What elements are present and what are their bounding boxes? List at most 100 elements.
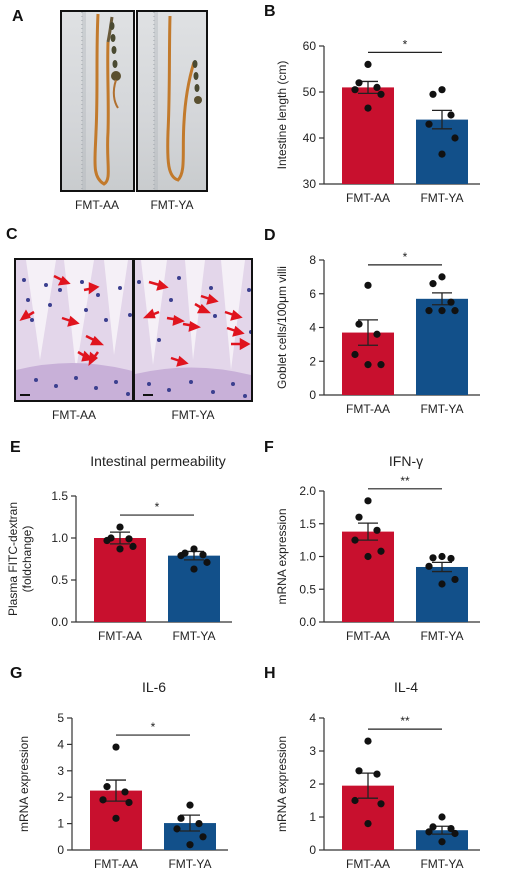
data-point <box>429 280 437 288</box>
data-point <box>129 542 137 550</box>
data-point <box>438 838 446 846</box>
data-point <box>377 361 385 369</box>
data-point <box>99 796 107 804</box>
x-tick-label: FMT-AA <box>94 857 138 871</box>
histology-fmt-ya <box>133 258 253 402</box>
x-tick-label: FMT-YA <box>168 857 211 871</box>
photo-fmt-ya-intestine <box>136 10 208 192</box>
x-tick-label: FMT-YA <box>420 402 463 416</box>
data-point <box>447 554 455 563</box>
y-tick-label: 1 <box>309 810 316 824</box>
data-point <box>186 841 194 849</box>
data-point <box>451 829 459 838</box>
data-point <box>429 554 437 562</box>
y-tick-label: 8 <box>309 253 316 267</box>
chart-il-6: G IL-6 0 1 2 3 4 5 mRNA expression FMT-AA FMT-YA * <box>10 665 228 871</box>
y-tick-label: 1.5 <box>51 489 68 503</box>
y-tick-label: 2 <box>309 354 316 368</box>
data-point <box>425 307 433 315</box>
data-point <box>438 307 446 315</box>
data-point <box>438 86 446 94</box>
data-point <box>364 361 372 369</box>
data-point <box>364 60 372 68</box>
data-point <box>177 552 185 560</box>
data-point <box>364 737 372 745</box>
data-point <box>177 814 185 822</box>
data-point <box>125 535 133 543</box>
y-tick-label: 4 <box>57 737 64 751</box>
bar-fmt-aa <box>342 531 394 622</box>
significance-marker: * <box>403 37 408 51</box>
y-axis-label: mRNA expression <box>275 736 289 832</box>
data-point <box>355 320 363 328</box>
data-point <box>438 813 446 821</box>
y-tick-label: 1 <box>57 817 64 831</box>
data-point <box>377 800 385 808</box>
x-tick-label: FMT-AA <box>346 191 390 205</box>
x-tick-label: FMT-AA <box>98 629 142 643</box>
chart-title: IL-6 <box>142 679 166 695</box>
data-point <box>425 562 433 570</box>
y-tick-label: 0 <box>309 388 316 402</box>
panel-letter-d: D <box>264 227 276 244</box>
intestine-image-ya <box>153 12 202 190</box>
data-point <box>355 767 363 775</box>
data-point <box>373 330 381 338</box>
data-point <box>425 828 433 836</box>
y-axis-label: Goblet cells/100μm villi <box>275 266 289 389</box>
data-point <box>425 120 433 128</box>
data-point <box>451 134 459 142</box>
label-photo-fmt-aa: FMT-AA <box>75 198 119 212</box>
x-tick-label: FMT-YA <box>420 191 463 205</box>
data-point <box>125 798 133 807</box>
chart-il-4: H IL-4 0 1 2 3 4 mRNA expression FMT-AA FMT-YA ** <box>264 665 480 871</box>
data-point <box>190 565 198 573</box>
data-point <box>364 281 372 289</box>
data-point <box>351 350 359 359</box>
y-axis-label: Plasma FITC-dextran <box>6 502 20 616</box>
histology-fmt-aa <box>14 258 134 402</box>
y-tick-label: 50 <box>303 85 317 99</box>
chart-ifn-gamma: F IFN-γ 0.0 0.5 1.0 1.5 2.0 mRNA expression FMT-… <box>264 439 480 643</box>
data-point <box>121 788 129 796</box>
chart-goblet-cells: D 0 2 4 6 8 Goblet cells/100μm villi FMT-AA FMT-… <box>264 227 480 416</box>
y-tick-label: 0.0 <box>299 615 316 629</box>
data-point <box>116 545 124 553</box>
data-point <box>351 86 359 94</box>
data-point <box>351 796 359 805</box>
significance-marker: * <box>155 500 160 514</box>
data-point <box>364 552 372 561</box>
data-point <box>173 825 181 833</box>
y-tick-label: 5 <box>57 711 64 725</box>
y-tick-label: 0.5 <box>299 582 316 596</box>
y-tick-label: 6 <box>309 287 316 301</box>
panel-letter-f: F <box>264 439 274 456</box>
panel-letter-h: H <box>264 665 276 682</box>
photo-fmt-aa-intestine <box>60 10 135 192</box>
significance-marker: * <box>403 250 408 264</box>
data-point <box>199 551 207 559</box>
x-tick-label: FMT-YA <box>420 857 463 871</box>
data-point <box>112 743 120 751</box>
chart-intestine-length: B 30 40 50 60 Intestine length (cm) FMT-AA FMT-… <box>264 3 480 205</box>
x-tick-label: FMT-YA <box>420 629 463 643</box>
y-tick-label: 0.5 <box>51 573 68 587</box>
label-photo-fmt-ya: FMT-YA <box>150 198 194 212</box>
data-point <box>447 824 455 833</box>
data-point <box>364 497 372 505</box>
data-point <box>195 820 203 828</box>
data-point <box>438 580 446 588</box>
y-tick-label: 2 <box>57 790 64 804</box>
data-point <box>355 513 363 521</box>
data-point <box>103 536 111 545</box>
data-point <box>451 307 459 315</box>
significance-marker: * <box>151 720 156 734</box>
y-tick-label: 0 <box>309 843 316 857</box>
histology-image-ya <box>135 260 251 400</box>
data-point <box>438 150 446 158</box>
data-point <box>373 770 381 778</box>
data-point <box>429 90 437 98</box>
data-point <box>112 814 120 822</box>
data-point <box>364 820 372 828</box>
panel-letter-c: C <box>6 226 18 243</box>
